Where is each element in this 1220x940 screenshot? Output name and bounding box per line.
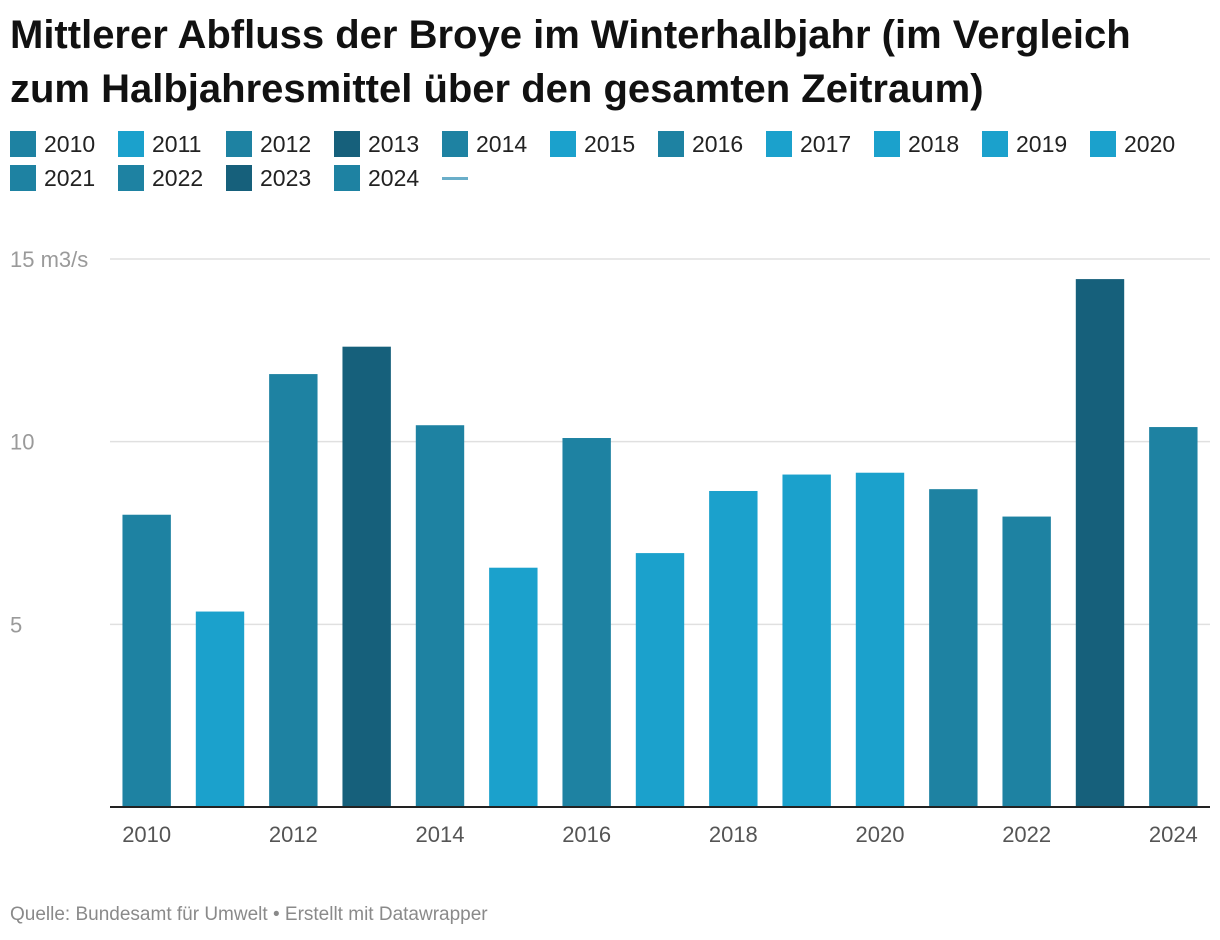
bar-2010 (122, 514, 171, 807)
bar-2022 (1002, 516, 1051, 807)
y-tick-label: 15 m3/s (10, 247, 88, 272)
y-tick-label: 5 (10, 612, 22, 637)
x-tick-label: 2012 (269, 822, 318, 847)
legend-label: 2024 (368, 164, 420, 191)
legend-item: 2010 (10, 131, 95, 157)
x-tick-label: 2010 (122, 822, 171, 847)
legend-swatch (118, 165, 144, 191)
legend-label: 2012 (260, 130, 312, 157)
legend-swatch (874, 131, 900, 157)
bar-2011 (195, 611, 245, 807)
legend-label: 2011 (152, 130, 202, 157)
legend-item: 2021 (10, 165, 95, 191)
legend-swatch (1090, 131, 1116, 157)
legend-label: 2013 (368, 130, 420, 157)
legend-item: 2011 (118, 131, 201, 157)
footer: Quelle: Bundesamt für Umwelt • Erstellt … (10, 904, 488, 926)
legend-item: 2015 (550, 131, 635, 157)
y-tick-label: 10 (10, 430, 34, 455)
bar-2013 (342, 346, 391, 807)
legend-label: 2015 (584, 130, 636, 157)
legend-label: 2022 (152, 164, 204, 191)
legend-item: 2017 (766, 131, 851, 157)
bar-2014 (415, 425, 465, 807)
legend-item: 2018 (874, 131, 959, 157)
mean-line-swatch (442, 176, 468, 180)
legend-label: 2020 (1124, 130, 1176, 157)
x-tick-label: 2022 (1002, 822, 1051, 847)
legend-swatch (334, 131, 360, 157)
legend-label: 2019 (1016, 130, 1068, 157)
legend-item: 2019 (982, 131, 1067, 157)
legend-label: 2017 (800, 130, 852, 157)
bar-2021 (929, 489, 978, 807)
x-tick-label: 2020 (856, 822, 905, 847)
legend-swatch (10, 131, 36, 157)
bar-2018 (709, 490, 758, 807)
legend-swatch (226, 131, 252, 157)
legend-swatch (550, 131, 576, 157)
legend-swatch (658, 131, 684, 157)
legend-item-mean-line (442, 165, 468, 191)
bar-2023 (1075, 279, 1125, 807)
legend-swatch (334, 165, 360, 191)
x-tick-label: 2016 (562, 822, 611, 847)
legend-item: 2024 (334, 165, 419, 191)
legend-item: 2012 (226, 131, 311, 157)
legend-label: 2018 (908, 130, 960, 157)
legend-label: 2010 (44, 130, 96, 157)
bar-2015 (489, 567, 538, 807)
legend-item: 2016 (658, 131, 743, 157)
legend-swatch (118, 131, 144, 157)
x-tick-label: 2024 (1149, 822, 1198, 847)
legend-item: 2013 (334, 131, 419, 157)
legend-swatch (226, 165, 252, 191)
bar-2020 (855, 472, 905, 807)
legend-label: 2023 (260, 164, 312, 191)
legend-swatch (982, 131, 1008, 157)
bar-2012 (269, 374, 318, 807)
bar-2019 (782, 474, 831, 807)
legend-item: 2023 (226, 165, 311, 191)
bar-2016 (562, 438, 611, 807)
legend-swatch (766, 131, 792, 157)
legend-label: 2016 (692, 130, 744, 157)
credit-link[interactable]: Erstellt mit Datawrapper (284, 904, 488, 925)
legend-label: 2014 (476, 130, 528, 157)
legend-label: 2021 (44, 164, 96, 191)
x-tick-label: 2018 (709, 822, 758, 847)
footer-separator: • (272, 904, 280, 925)
legend-item: 2022 (118, 165, 203, 191)
x-tick-label: 2014 (416, 822, 465, 847)
legend-item: 2020 (1090, 131, 1175, 157)
bar-2024 (1149, 427, 1198, 807)
legend-swatch (442, 131, 468, 157)
legend-item: 2014 (442, 131, 527, 157)
bar-chart: 5 10 15 m3/s 2010 2012 2014 2016 2018 2020 2022 20… (10, 247, 1210, 847)
legend-swatch (10, 165, 36, 191)
source-label: Quelle: Bundesamt für Umwelt (10, 904, 268, 925)
bar-2017 (635, 553, 685, 807)
chart-title: Mittlerer Abfluss der Broye im Winterhal… (10, 13, 1131, 111)
